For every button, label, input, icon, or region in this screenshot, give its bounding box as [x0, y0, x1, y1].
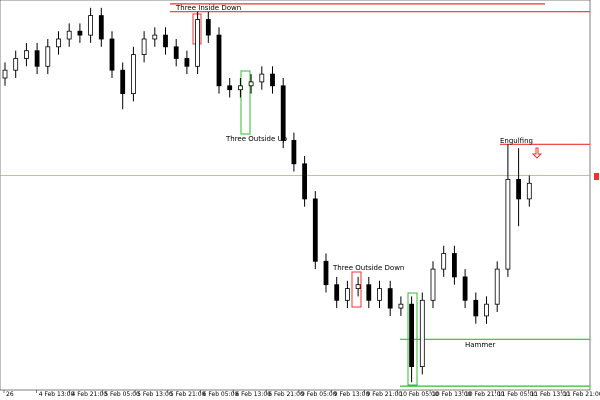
- candle-body: [462, 276, 468, 301]
- candle-body: [120, 69, 126, 94]
- candle-body: [205, 19, 211, 36]
- x-tick-label: 6 Feb 21:00: [268, 391, 304, 398]
- candle-body: [302, 163, 308, 200]
- candle-body: [473, 299, 479, 317]
- candle-body: [130, 54, 136, 94]
- candle-body: [516, 178, 521, 200]
- candle-body: [66, 30, 72, 40]
- pattern-box: [240, 70, 251, 135]
- candle-body: [366, 284, 372, 301]
- x-tick-label: 5 Feb 13:00: [137, 391, 173, 398]
- candle-body: [216, 34, 222, 87]
- candle-body: [280, 85, 286, 141]
- candle-body: [494, 268, 500, 305]
- candle-body: [45, 46, 51, 67]
- x-tick-label: 11 Feb 05:00: [498, 391, 538, 398]
- candle-body: [13, 58, 19, 71]
- annotation: Hammer: [465, 341, 495, 349]
- x-tick-label: 5 Feb 21:00: [170, 391, 206, 398]
- candle-body: [526, 182, 532, 200]
- candle-body: [141, 38, 147, 56]
- candle-body: [237, 85, 243, 91]
- candle-body: [312, 198, 318, 262]
- candle-body: [291, 139, 297, 165]
- candle-body: [98, 15, 104, 40]
- x-tick-label: 9 Feb 13:00: [334, 391, 370, 398]
- candle-body: [398, 303, 404, 309]
- candle-body: [270, 73, 275, 87]
- candle-body: [259, 73, 265, 83]
- candle-body: [34, 50, 40, 67]
- plot-area: [0, 0, 591, 391]
- candle-body: [152, 34, 158, 40]
- candle-body: [387, 288, 393, 309]
- pattern-box: [407, 292, 418, 386]
- candle-body: [484, 303, 489, 317]
- candle-body: [334, 284, 340, 301]
- candle-body: [430, 268, 436, 301]
- pattern-box: [351, 271, 362, 308]
- candle-body: [163, 34, 168, 48]
- candle-body: [88, 15, 93, 36]
- x-tick-label: 11 Feb 21:00: [563, 391, 600, 398]
- candle-body: [377, 288, 382, 301]
- x-tick-label: 10 Feb 13:00: [432, 391, 472, 398]
- candle-body: [451, 253, 457, 278]
- candle-body: [77, 30, 83, 36]
- candle-body: [109, 38, 115, 71]
- x-tick-label: 4 Feb 13:00: [39, 391, 75, 398]
- x-tick-label: 10 Feb 21:00: [465, 391, 505, 398]
- candle-body: [409, 303, 415, 368]
- x-tick-label: 11 Feb 13:00: [530, 391, 570, 398]
- annotation: Engulfing: [500, 137, 533, 145]
- x-tick-label: 6 Feb 13:00: [235, 391, 271, 398]
- x-tick-label: 10 Feb 05:00: [399, 391, 439, 398]
- candle-body: [441, 253, 447, 270]
- x-tick-label: 9 Feb 21:00: [367, 391, 403, 398]
- x-tick-label: 26: [6, 391, 14, 398]
- annotation: Three Outside Up: [225, 135, 288, 143]
- x-tick-label: 4 Feb 21:00: [72, 391, 108, 398]
- candle-body: [227, 85, 233, 91]
- annotation: Three Outside Down: [332, 264, 404, 272]
- arrow-icon: [531, 147, 543, 159]
- candle-body: [505, 178, 511, 270]
- candle-body: [56, 38, 61, 48]
- x-tick-label: 5 Feb 05:00: [104, 391, 140, 398]
- candle-body: [248, 81, 254, 87]
- x-tick-label: 9 Feb 05:00: [301, 391, 337, 398]
- candle-body: [344, 288, 350, 301]
- candle-body: [173, 46, 179, 59]
- candle-body: [195, 19, 201, 67]
- candle-body: [2, 69, 8, 79]
- x-tick-label: 6 Feb 05:00: [203, 391, 239, 398]
- candle-body: [419, 299, 425, 367]
- annotation: Three Inside Down: [175, 4, 241, 12]
- candle-body: [184, 58, 190, 67]
- candle-body: [355, 284, 361, 290]
- candle-body: [323, 260, 329, 286]
- candle-body: [23, 50, 29, 59]
- price-tag: [594, 173, 599, 180]
